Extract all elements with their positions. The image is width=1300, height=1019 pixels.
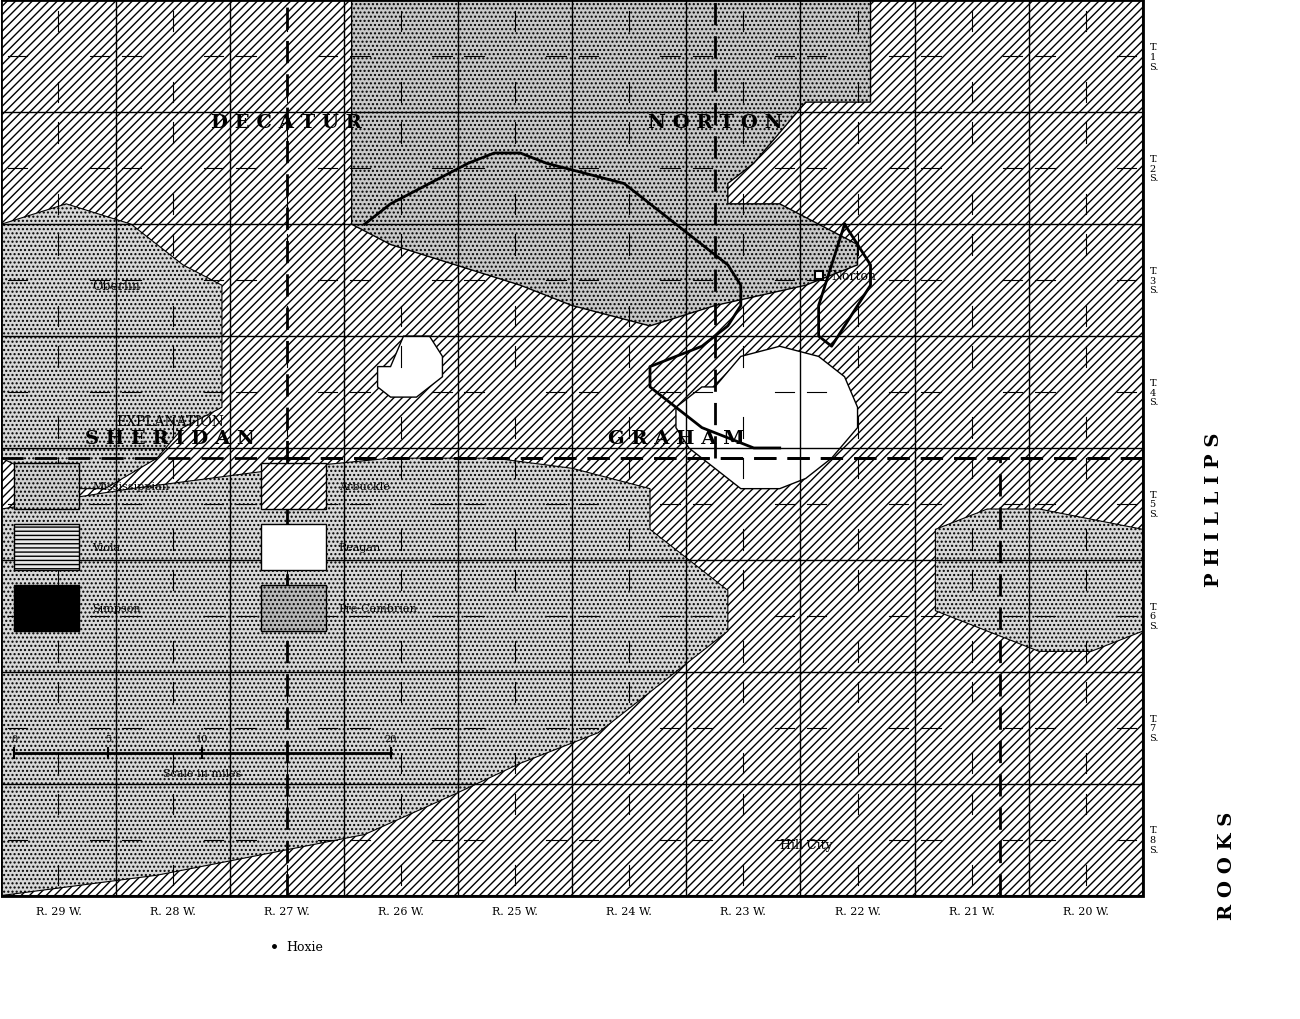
Text: R. 22 W.: R. 22 W. <box>835 906 880 916</box>
Text: T.
8
S.: T. 8 S. <box>1149 825 1158 854</box>
Polygon shape <box>1 459 728 896</box>
Text: Scale in miles: Scale in miles <box>164 768 242 779</box>
Text: G R A H A M: G R A H A M <box>607 429 745 447</box>
Text: T.
5
S.: T. 5 S. <box>1149 490 1158 519</box>
Text: 20: 20 <box>385 735 396 743</box>
Text: Pre-Cambrian: Pre-Cambrian <box>339 603 417 613</box>
Text: Hill City: Hill City <box>780 839 832 851</box>
Polygon shape <box>936 510 1143 652</box>
Bar <box>261 464 326 510</box>
Text: 10: 10 <box>196 735 208 743</box>
Text: R. 23 W.: R. 23 W. <box>720 906 766 916</box>
Text: Viola: Viola <box>92 542 121 552</box>
Bar <box>14 464 79 510</box>
Bar <box>1 1 1143 896</box>
Text: 0: 0 <box>12 735 17 743</box>
Text: R. 27 W.: R. 27 W. <box>264 906 309 916</box>
Polygon shape <box>1 205 222 489</box>
Text: T.
4
S.: T. 4 S. <box>1149 378 1158 407</box>
Text: Arbuckle: Arbuckle <box>339 482 390 491</box>
Text: T.
3
S.: T. 3 S. <box>1149 267 1158 296</box>
Text: S H E R I D A N: S H E R I D A N <box>86 429 255 447</box>
Text: T.
6
S.: T. 6 S. <box>1149 602 1158 631</box>
Text: 5: 5 <box>105 735 112 743</box>
Text: Simpson: Simpson <box>92 603 140 613</box>
Text: T.
2
S.: T. 2 S. <box>1149 155 1158 183</box>
Text: Hoxie: Hoxie <box>287 940 324 953</box>
Polygon shape <box>377 336 442 397</box>
Text: R O O K S: R O O K S <box>1218 811 1236 919</box>
Text: Reagan: Reagan <box>339 542 381 552</box>
Text: T.
7
S.: T. 7 S. <box>1149 713 1158 742</box>
Bar <box>14 525 79 571</box>
Text: R. 21 W.: R. 21 W. <box>949 906 994 916</box>
Bar <box>14 586 79 632</box>
Text: T.
1
S.: T. 1 S. <box>1149 43 1158 71</box>
Text: Mississippian: Mississippian <box>92 482 169 491</box>
Text: R. 26 W.: R. 26 W. <box>378 906 424 916</box>
Text: N O R T O N: N O R T O N <box>647 114 783 132</box>
Bar <box>261 586 326 632</box>
Text: Norton: Norton <box>832 269 876 282</box>
Text: R. 24 W.: R. 24 W. <box>606 906 653 916</box>
Text: R. 29 W.: R. 29 W. <box>35 906 82 916</box>
Text: Oberlin: Oberlin <box>92 279 140 292</box>
Polygon shape <box>676 346 858 489</box>
Text: EXPLANATION: EXPLANATION <box>116 414 224 428</box>
Text: R. 28 W.: R. 28 W. <box>150 906 195 916</box>
Text: R. 25 W.: R. 25 W. <box>493 906 538 916</box>
Text: P H I L L I P S: P H I L L I P S <box>1205 432 1223 587</box>
Text: R. 20 W.: R. 20 W. <box>1063 906 1109 916</box>
Bar <box>261 525 326 571</box>
Polygon shape <box>351 1 871 326</box>
Bar <box>1 1 1143 896</box>
Text: D E C A T U R: D E C A T U R <box>212 114 363 132</box>
